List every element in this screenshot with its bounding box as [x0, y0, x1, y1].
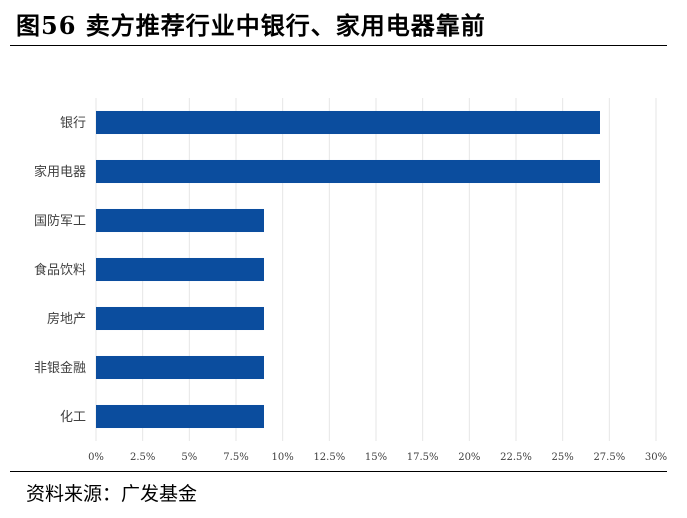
- grid-lines: [95, 98, 657, 441]
- bar: [96, 208, 264, 233]
- x-tick-label: 12.5%: [313, 452, 345, 463]
- x-tick-label: 22.5%: [500, 452, 532, 463]
- x-tick-label: 27.5%: [593, 452, 625, 463]
- category-label: 非银金融: [34, 360, 86, 376]
- category-label: 化工: [60, 410, 86, 425]
- x-tick-label: 5%: [181, 452, 197, 463]
- x-tick-label: 20%: [458, 452, 480, 463]
- category-label: 国防军工: [34, 213, 86, 229]
- category-label: 食品饮料: [34, 262, 86, 278]
- x-tick-label: 15%: [365, 452, 387, 463]
- bar: [96, 404, 264, 429]
- x-tick-label: 30%: [645, 452, 667, 463]
- category-label: 银行: [60, 116, 86, 131]
- source-rule: [10, 471, 667, 472]
- source-note: 资料来源：广发基金: [26, 483, 198, 505]
- bar: [96, 110, 600, 135]
- x-tick-label: 17.5%: [407, 452, 439, 463]
- title-rule: [10, 45, 667, 46]
- x-tick-label: 25%: [552, 452, 574, 463]
- bar: [96, 159, 600, 184]
- x-axis: 0% 2.5% 5% 7.5% 10% 12.5% 15% 17.5% 20% 22.5% 25% 2…: [88, 452, 667, 463]
- bar: [96, 257, 264, 282]
- bar: [96, 355, 264, 380]
- x-tick-label: 2.5%: [130, 452, 155, 463]
- x-tick-label: 0%: [88, 452, 104, 463]
- bar: [96, 306, 264, 331]
- figure-title: 图56 卖方推荐行业中银行、家用电器靠前: [16, 11, 486, 40]
- bars: [96, 110, 600, 429]
- category-label: 家用电器: [34, 164, 86, 180]
- x-tick-label: 7.5%: [223, 452, 248, 463]
- x-tick-label: 10%: [272, 452, 294, 463]
- category-label: 房地产: [47, 311, 86, 327]
